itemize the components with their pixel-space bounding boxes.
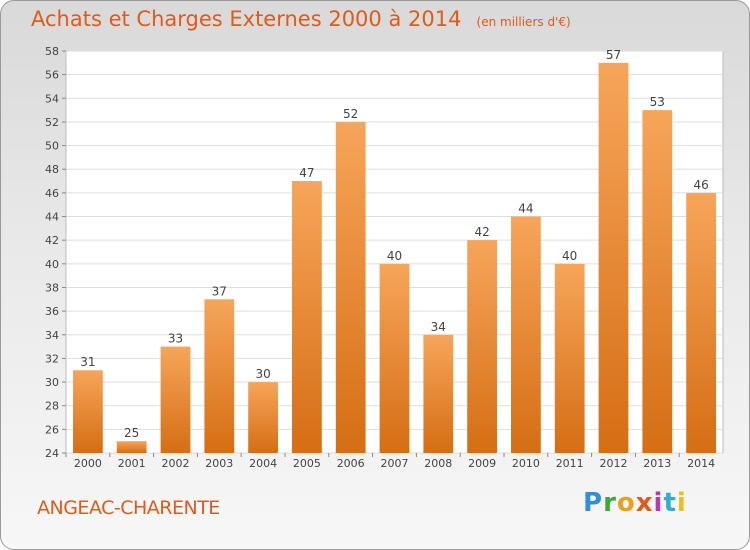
- x-tick-label: 2009: [468, 457, 496, 470]
- bar-2000: [73, 370, 103, 453]
- bar-2012: [598, 62, 629, 454]
- bar-2001: [116, 441, 147, 453]
- bar-2009: [467, 240, 497, 453]
- proxiti-logo: Proxiti: [583, 488, 687, 518]
- y-tick-label: 52: [45, 116, 59, 129]
- bar-2014: [686, 192, 716, 453]
- y-tick-label: 40: [45, 258, 59, 271]
- y-tick-label: 46: [45, 187, 59, 200]
- bar-2013: [642, 110, 673, 453]
- y-tick-label: 30: [45, 376, 59, 389]
- x-tick-label: 2013: [643, 457, 671, 470]
- commune-name: ANGEAC-CHARENTE: [37, 497, 220, 519]
- value-labels: 31 25 33 37 30 47 52 40 34 42 44 40 57 53 46: [80, 48, 708, 440]
- y-axis-ticks: 24 26 28 30 32 34 36 38 40 42 44 46 48 50 52 54 56 58: [45, 45, 66, 460]
- value-label-2000: 31: [80, 355, 95, 369]
- x-tick-label: 2007: [381, 457, 409, 470]
- y-tick-label: 26: [45, 423, 59, 436]
- x-axis-ticks: 2000 2001 2002 2003 2004 2005 2006 2007 2008 2009…: [65, 453, 715, 470]
- bars: [73, 62, 716, 454]
- x-tick-label: 2010: [512, 457, 540, 470]
- bar-2010: [511, 216, 541, 453]
- value-label-2004: 30: [255, 367, 270, 381]
- x-tick-label: 2005: [293, 457, 321, 470]
- y-tick-label: 28: [45, 400, 59, 413]
- y-tick-label: 58: [45, 45, 59, 58]
- value-label-2008: 34: [431, 320, 446, 334]
- bar-2008: [423, 334, 454, 453]
- bar-2007: [379, 263, 410, 453]
- value-label-2012: 57: [606, 48, 621, 62]
- bar-2011: [554, 263, 585, 453]
- value-label-2002: 33: [168, 332, 183, 346]
- chart-unit: (en milliers d'€): [476, 15, 571, 29]
- bar-2005: [292, 181, 322, 453]
- x-tick-label: 2000: [74, 457, 102, 470]
- bar-2003: [204, 299, 235, 453]
- bar-2006: [335, 121, 366, 454]
- value-label-2014: 46: [693, 178, 708, 192]
- chart-title: Achats et Charges Externes 2000 à 2014: [31, 7, 462, 31]
- y-tick-label: 34: [45, 329, 59, 342]
- value-label-2001: 25: [124, 426, 139, 440]
- x-tick-label: 2003: [205, 457, 233, 470]
- y-tick-label: 54: [45, 92, 59, 105]
- bar-2004: [248, 382, 278, 453]
- title-row: Achats et Charges Externes 2000 à 2014 (…: [31, 7, 571, 31]
- y-tick-label: 32: [45, 352, 59, 365]
- x-tick-label: 2014: [687, 457, 715, 470]
- value-label-2010: 44: [518, 202, 533, 216]
- y-tick-label: 24: [45, 447, 59, 460]
- bar-2002: [160, 346, 191, 453]
- y-tick-label: 36: [45, 305, 59, 318]
- x-tick-label: 2002: [162, 457, 190, 470]
- x-tick-label: 2006: [337, 457, 365, 470]
- x-tick-label: 2001: [118, 457, 146, 470]
- value-label-2003: 37: [212, 284, 227, 298]
- x-tick-label: 2008: [424, 457, 452, 470]
- y-tick-label: 44: [45, 211, 59, 224]
- x-tick-label: 2012: [600, 457, 628, 470]
- x-tick-label: 2011: [556, 457, 584, 470]
- value-label-2005: 47: [299, 166, 314, 180]
- x-tick-label: 2004: [249, 457, 277, 470]
- value-label-2011: 40: [562, 249, 577, 263]
- y-tick-label: 56: [45, 69, 59, 82]
- y-tick-label: 48: [45, 163, 59, 176]
- y-tick-label: 38: [45, 281, 59, 294]
- value-label-2009: 42: [474, 225, 489, 239]
- value-label-2013: 53: [650, 95, 665, 109]
- y-tick-label: 42: [45, 234, 59, 247]
- value-label-2007: 40: [387, 249, 402, 263]
- value-label-2006: 52: [343, 107, 358, 121]
- y-tick-label: 50: [45, 140, 59, 153]
